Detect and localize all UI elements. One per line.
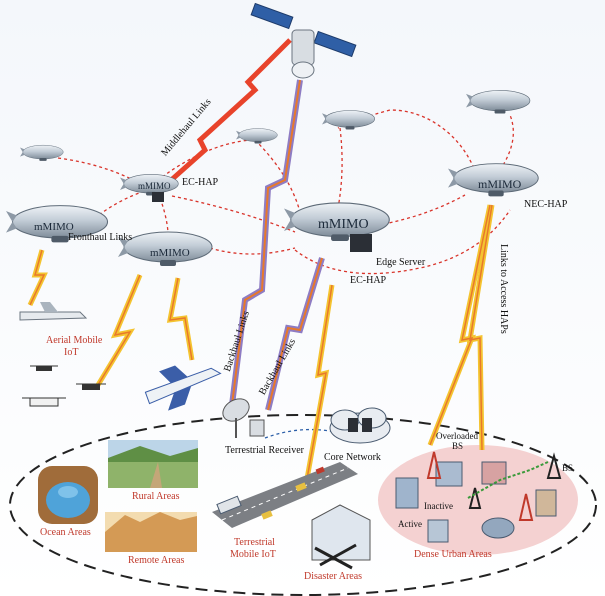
ground-area-boundary [9,414,597,596]
mmimo-label: mMIMO [478,177,522,191]
airship-icon: mMIMO [118,231,213,267]
ocean-area-scene [38,466,98,524]
mmimo-label: mMIMO [318,217,369,232]
rural-area-scene [108,440,198,488]
mmimo-label: mMIMO [150,247,190,259]
terrestrial-iot-label-line1: Terrestrial [234,537,275,548]
server-icon [152,192,372,252]
aerial-iot-label-line2: IoT [64,347,79,358]
satellite-icon [250,2,357,79]
mmimo-label: mMIMO [138,181,171,191]
receiver-dish-icon [222,398,265,438]
terrestrial-receiver-label: Terrestrial Receiver [225,445,304,456]
remote-area-scene [105,512,197,552]
remote-areas-label: Remote Areas [128,555,185,566]
receiver-core-link [264,428,336,439]
bs-offload-link [467,461,549,499]
overloaded-bs-label-line1: Overloaded [436,431,478,441]
ec-hap-center-label: EC-HAP [350,275,387,286]
airplane-icon [19,302,88,321]
dense-urban-areas-label: Dense Urban Areas [414,549,492,560]
inactive-bs-label: Inactive [424,501,453,511]
access-links-label: Links to Access HAPs [498,244,509,334]
airship-icon: mMIMO [120,174,179,196]
edge-server-label: Edge Server [376,257,426,268]
ocean-areas-label: Ocean Areas [40,527,91,538]
core-network-label: Core Network [324,452,381,463]
nec-hap-label: NEC-HAP [524,199,568,210]
drone-icon [22,365,106,407]
mmimo-label: mMIMO [34,221,74,233]
airship-icon: mMIMO [448,163,539,197]
active-bs-label: Active [398,519,422,529]
midhaul-link-bolt [158,38,292,192]
core-network-cloud-icon [329,407,391,444]
overloaded-bs-label-line2: BS [452,441,464,451]
disaster-areas-label: Disaster Areas [304,571,363,582]
dense-urban-scene [395,461,557,543]
aerial-iot-label-line1: Aerial Mobile [46,335,103,346]
airship-icon: mMIMO [284,202,390,242]
rural-areas-label: Rural Areas [132,491,180,502]
airplane-icon [144,365,222,411]
ec-hap-left-label: EC-HAP [182,177,219,188]
fronthaul-links-label: Fronthaul Links [68,232,133,243]
disaster-area-scene [311,504,371,570]
highway-scene [212,462,358,528]
cell-tower-icon [426,451,562,521]
airship-icon: mMIMO [6,205,109,243]
bs-label: BS [562,463,574,473]
terrestrial-iot-label-line2: Mobile IoT [230,549,276,560]
